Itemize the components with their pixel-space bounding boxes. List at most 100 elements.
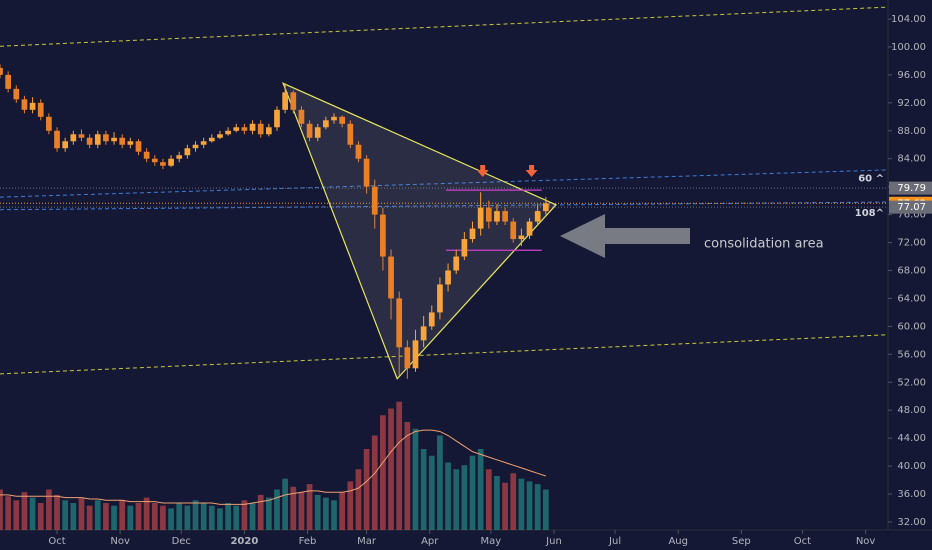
volume-bar	[111, 505, 117, 530]
candle-body	[339, 116, 346, 124]
volume-bar	[86, 505, 93, 530]
candle-body	[241, 127, 248, 131]
candle-body	[534, 211, 541, 222]
y-tick-label: 64.00	[897, 293, 926, 304]
trend-line	[0, 201, 889, 211]
trend-line	[0, 169, 889, 198]
x-tick-label: 2020	[230, 536, 258, 547]
candle-body	[249, 123, 256, 131]
volume-bar	[469, 455, 476, 530]
volume-bar	[355, 469, 362, 530]
candle-body	[160, 162, 166, 166]
volume-bar	[420, 449, 427, 530]
candle-body	[428, 312, 435, 327]
y-tick-label: 88.00	[897, 126, 926, 137]
volume-bar	[21, 492, 28, 530]
volume-bar	[127, 505, 134, 530]
volume-bar	[62, 500, 69, 530]
x-tick-label: Mar	[357, 536, 377, 547]
candle-body	[274, 109, 280, 128]
volume-bar	[217, 508, 223, 530]
volume-bar	[437, 435, 443, 530]
y-tick-label: 92.00	[897, 98, 926, 109]
x-tick-label: Oct	[794, 536, 811, 547]
volume-bar	[119, 500, 126, 530]
y-tick-label: 40.00	[897, 461, 926, 472]
candle-body	[5, 74, 11, 89]
candle-body	[13, 88, 20, 100]
x-tick-label: May	[481, 536, 502, 547]
x-tick-label: Dec	[172, 536, 191, 547]
price-axis	[888, 0, 932, 550]
candle-body	[331, 116, 337, 121]
candle-body	[477, 207, 484, 229]
line-label: 60 ^	[858, 173, 884, 184]
candle-body	[526, 221, 533, 236]
candle-body	[143, 151, 150, 159]
candle-body	[502, 211, 508, 222]
volume-bar	[168, 508, 174, 530]
candle-body	[70, 134, 77, 142]
x-tick-label: Feb	[299, 536, 317, 547]
candle-body	[380, 214, 386, 257]
candle-body	[78, 134, 85, 138]
y-tick-label: 44.00	[897, 433, 926, 444]
volume-bar	[396, 401, 403, 530]
volume-bar	[314, 494, 321, 530]
x-tick-label: Jun	[545, 536, 562, 547]
volume-bar	[265, 497, 272, 530]
volume-bar	[412, 428, 419, 530]
volume-bar	[208, 505, 215, 530]
volume-bar	[510, 473, 517, 530]
volume-bar	[184, 505, 191, 530]
price-label-box	[889, 181, 932, 195]
candle-body	[518, 235, 525, 240]
volume-bar	[534, 484, 541, 530]
x-tick-label: Oct	[48, 536, 65, 547]
candle-body	[388, 256, 394, 299]
volume-bar	[5, 496, 11, 530]
volume-bar	[363, 449, 370, 530]
candle-body	[225, 130, 231, 135]
trend-line	[0, 6, 889, 47]
x-tick-label: Sep	[732, 536, 751, 547]
candle-body	[265, 127, 272, 135]
y-tick-label: 100.00	[891, 42, 926, 53]
volume-ma	[0, 429, 546, 505]
volume-bar	[0, 489, 3, 530]
price-label: 79.79	[897, 183, 926, 194]
candle-body	[37, 102, 44, 117]
x-tick-label: Aug	[668, 536, 688, 547]
candle-body	[306, 123, 313, 138]
candle-body	[62, 141, 69, 149]
y-tick-label: 36.00	[897, 489, 926, 500]
y-tick-label: 96.00	[897, 70, 926, 81]
candle-body	[542, 203, 549, 212]
price-label: 77.07	[897, 202, 926, 213]
candle-body	[168, 158, 174, 166]
volume-bar	[518, 478, 525, 530]
volume-bar	[477, 449, 484, 530]
candle-body	[127, 141, 134, 145]
y-tick-label: 76.00	[897, 210, 926, 221]
candle-body	[355, 144, 362, 159]
candle-body	[469, 228, 476, 240]
marker-arrow	[476, 164, 489, 177]
candle-body	[445, 270, 451, 285]
volume-bar	[339, 492, 346, 530]
volume-bar	[225, 503, 231, 530]
y-tick-label: 60.00	[897, 321, 926, 332]
candle-body	[135, 141, 142, 152]
volume-bar	[46, 489, 52, 530]
y-tick-label: 48.00	[897, 405, 926, 416]
volume-bar	[526, 481, 533, 530]
y-tick-label: 32.00	[897, 517, 926, 528]
line-label: 108^	[855, 208, 884, 219]
candle-body	[217, 134, 223, 138]
x-tick-label: Nov	[110, 536, 130, 547]
candle-body	[151, 158, 158, 163]
x-tick-label: Apr	[421, 536, 439, 547]
volume-bar	[502, 482, 508, 530]
candle-body	[347, 123, 354, 145]
